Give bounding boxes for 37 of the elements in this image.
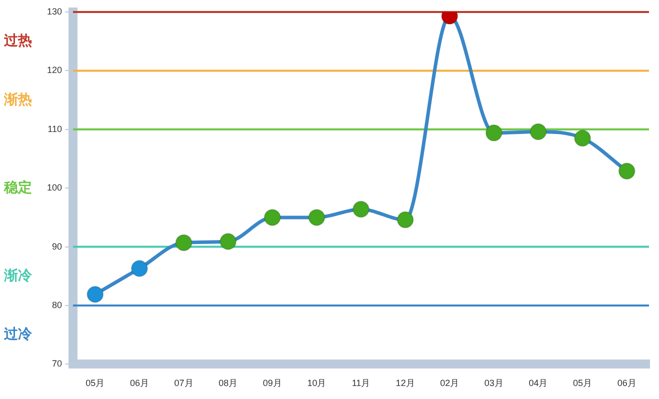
point: [130, 260, 148, 278]
x-tick-label: 05月: [86, 378, 105, 388]
x-tick-label: 12月: [396, 378, 415, 388]
y-tick-label: 80: [52, 300, 62, 310]
x-tick-label: 02月: [440, 378, 460, 388]
x-tick-label: 06月: [617, 378, 636, 388]
text: 稳定: [3, 178, 32, 195]
point: [396, 211, 414, 228]
point: [530, 123, 547, 140]
y-tick-label: 130: [46, 6, 62, 16]
text: 渐冷: [3, 267, 33, 284]
point: [352, 200, 370, 218]
point: [220, 233, 237, 250]
point: [485, 124, 502, 142]
x-tick-label: 03月: [484, 378, 504, 388]
point: [175, 234, 192, 252]
point: [618, 162, 636, 180]
text: 渐热: [3, 90, 32, 107]
y-tick-label: 70: [52, 358, 62, 369]
x-tick-label: 07月: [174, 378, 194, 388]
y-tick-label: 90: [52, 241, 62, 252]
x-tick-label: 06月: [130, 378, 149, 388]
point: [574, 130, 592, 147]
x-tick-label: 05月: [573, 378, 592, 388]
point: [308, 208, 326, 226]
point: [86, 286, 104, 303]
y-tick-label: 110: [48, 124, 62, 134]
x-tick-label: 08月: [218, 378, 238, 388]
x-tick-label: 11月: [352, 378, 370, 388]
x-tick-label: 09月: [262, 378, 282, 388]
text: 过热: [3, 32, 32, 48]
y-tick-label: 120: [46, 65, 62, 76]
x-tick-label: 04月: [528, 378, 548, 388]
text: 过冷: [3, 326, 33, 342]
y-tick-label: 100: [46, 182, 62, 193]
x-tick-label: 10月: [307, 378, 326, 388]
point: [264, 208, 281, 226]
